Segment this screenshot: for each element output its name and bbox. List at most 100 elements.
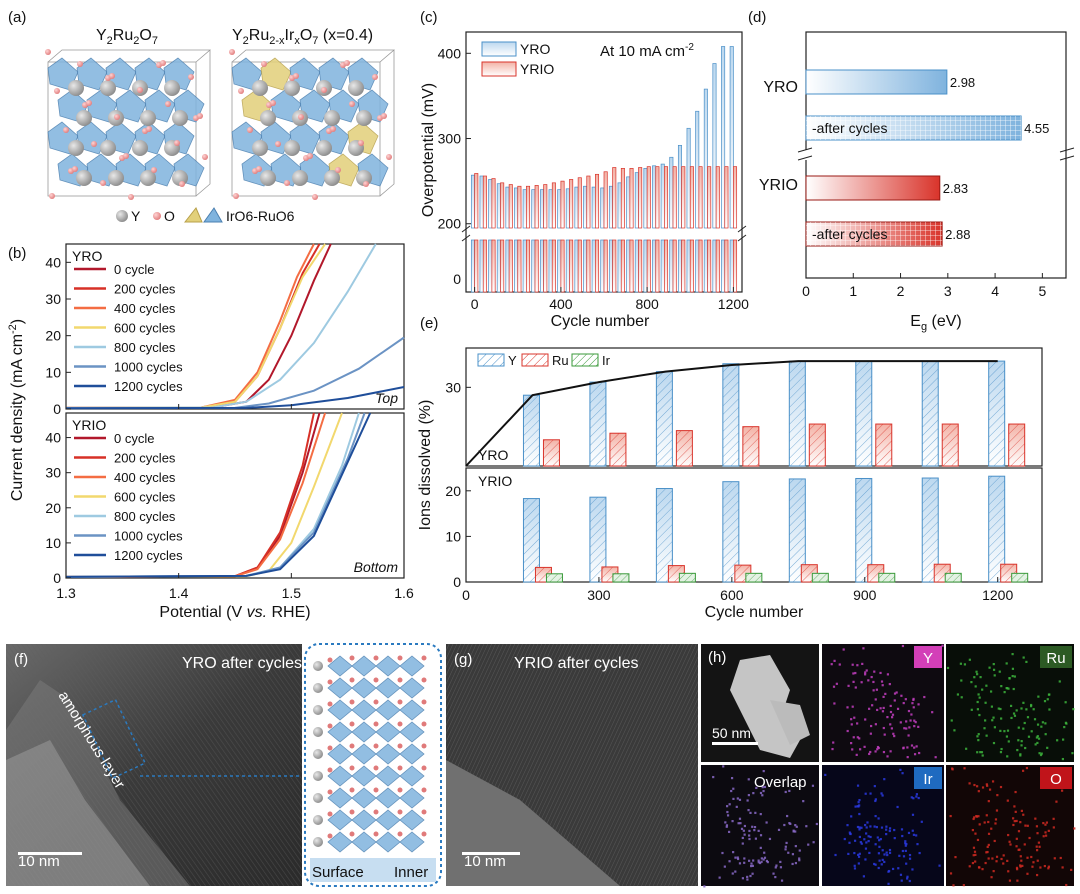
ytick-label-b-bottom-20: 20 [45,500,61,516]
xtick-label-b-bottom-1.3: 1.3 [56,585,76,601]
eds-dot-4-85 [1060,789,1064,792]
eds-dot-2-123 [732,851,735,854]
eds-dot-4-61 [991,857,994,860]
tile-y-label: Y [923,650,933,667]
eds-dot-0-191 [893,734,896,738]
eds-dot-2-52 [712,775,715,779]
bar-c-YRIO-26 [698,166,703,229]
eds-dot-0-87 [871,704,874,707]
inset-octahedron-8-3 [399,831,425,853]
eds-dot-1-153 [1015,709,1018,712]
eds-dot-1-152 [1019,753,1022,756]
xtick-label-e-600: 600 [720,587,744,603]
y-atom-1-0 [76,110,92,126]
legend-label-b-top-6: 1200 cycles [114,379,183,394]
xtick-label-e-300: 300 [587,587,611,603]
inset-o-3-1 [373,721,379,727]
eds-dot-1-116 [959,662,962,665]
panel-f-title: YRO after cycles [182,655,302,672]
d-break-left-2 [797,155,813,161]
y-atom-2-2 [132,140,148,156]
o-atom-22 [233,193,239,199]
eds-dot-1-179 [1007,740,1010,743]
eds-dot-3-35 [879,838,882,841]
eds-dot-2-65 [802,800,805,803]
tile-ru-badge [1040,646,1072,668]
eds-dot-3-22 [858,812,861,816]
bar-c-YRO-5 [514,187,519,229]
eds-dot-2-117 [728,803,731,806]
eds-dot-3-103 [904,840,907,843]
bar-c-YRIO-13 [586,175,591,229]
panel-a-right-title: Y2Ru2-xIrxO7 (x=0.4) [232,27,373,47]
eds-dot-4-10 [1035,825,1039,828]
eds-dot-4-169 [1012,817,1015,820]
eds-dot-1-169 [984,719,987,722]
eds-dot-2-54 [763,851,766,854]
eds-dot-2-145 [812,841,815,844]
eds-dot-1-70 [978,713,981,717]
o-atom-27 [256,166,262,172]
xtick-label-e-1200: 1200 [982,587,1013,603]
eds-dot-3-71 [868,851,871,855]
eds-dot-4-0 [1002,854,1005,857]
ytick-label-e-bottom-20: 20 [445,483,461,499]
eds-dot-2-179 [750,864,753,868]
o-atom-15 [114,114,120,120]
eds-dot-1-50 [1046,698,1049,701]
plot-d-axes: 0 1 2 3 4 5 [797,147,1075,299]
eds-dot-4-99 [976,838,980,842]
bar-hatch-e-bottom-Y-0 [523,498,540,582]
eds-dot-1-226 [1035,736,1039,739]
eds-dot-3-217 [912,833,916,836]
eds-dot-0-162 [907,734,910,737]
legend-y: Y [508,353,517,368]
y-atom-0-1 [100,80,116,96]
eds-dot-2-239 [760,860,763,863]
bar-c-YRO-22 [660,163,665,229]
eds-dot-4-259 [974,853,977,856]
eds-dot-4-128 [986,845,989,849]
bar-c-YRO-8 [539,189,544,229]
eds-dot-1-14 [968,658,971,661]
eds-dot-0-169 [891,713,895,716]
bar-hatch-e-bottom-Y-4 [789,478,806,582]
eds-dot-4-55 [1007,833,1010,837]
eds-dot-4-212 [968,782,971,785]
d-break-right [1059,147,1075,153]
eds-dot-4-101 [1043,864,1046,868]
eds-dot-4-258 [987,832,991,835]
eds-dot-4-244 [949,872,953,875]
eds-dot-2-102 [723,865,726,868]
legend-y-swatch [477,353,505,367]
eds-dot-2-157 [732,797,735,801]
eds-dot-4-123 [985,851,988,854]
eds-dot-4-57 [991,780,995,783]
eds-dot-1-85 [956,693,960,696]
eds-dot-1-23 [976,673,979,676]
eds-dot-2-192 [740,827,744,830]
bar-c-YRO-lower-5 [514,239,519,293]
eds-dot-1-237 [1012,687,1015,691]
panel-h: (h) 50 nm Y Ru Overlap Ir O [701,644,1076,888]
ytick-label-e-bottom-10: 10 [445,528,461,544]
o-atom-22 [49,193,55,199]
eds-dot-4-111 [981,868,984,871]
polyhedron-11 [76,121,108,155]
inset-octahedron-1-1 [351,677,377,699]
eds-dot-4-209 [1021,864,1024,867]
eds-dot-3-247 [863,838,866,841]
panel-e-label: (e) [420,315,438,332]
bar-c-YRO-27 [703,88,708,229]
eds-dot-4-94 [1036,859,1039,862]
eds-dot-4-139 [954,856,957,859]
eds-dot-4-63 [992,870,995,873]
legend-yrio-swatch [481,61,517,77]
eds-dot-2-258 [746,875,749,879]
eds-dot-4-173 [990,876,993,879]
eds-dot-1-100 [976,735,979,738]
bar-c-YRO-lower-11 [565,239,570,293]
o-atom-24 [307,153,313,159]
eds-dot-3-143 [858,798,861,802]
plot-c-title: At 10 mA cm-2 [600,42,694,60]
